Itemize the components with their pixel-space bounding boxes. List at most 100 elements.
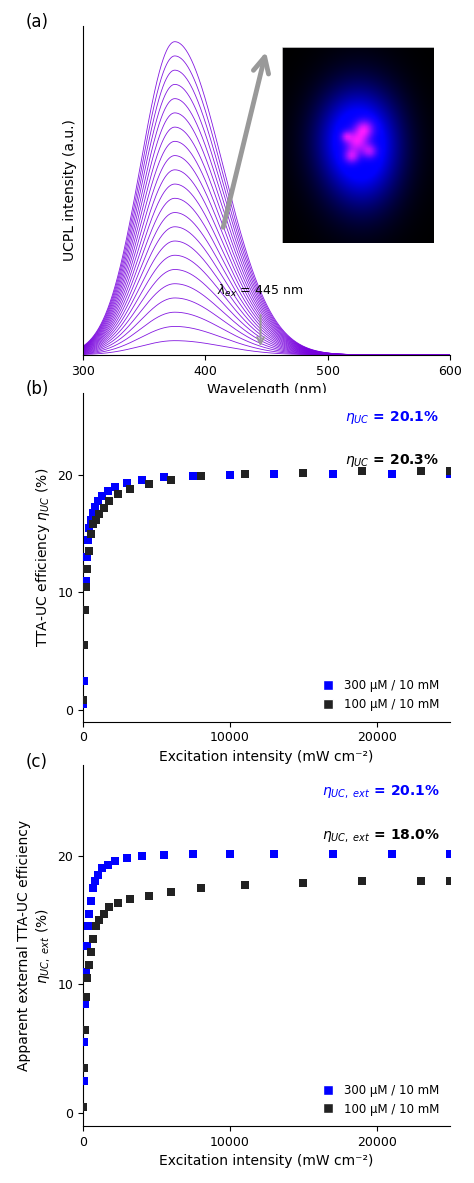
Point (189, 466, 197, 485)
Point (83, 548, 91, 567)
Point (81, 601, 89, 620)
Point (95, 504, 103, 523)
Point (84, 917, 91, 936)
Point (83, 969, 91, 988)
Point (358, 872, 366, 891)
Point (111, 852, 119, 871)
Point (91, 872, 99, 891)
X-axis label: Excitation intensity (mW cm⁻²): Excitation intensity (mW cm⁻²) (159, 1155, 374, 1169)
Point (111, 477, 119, 496)
Point (145, 474, 153, 493)
Point (226, 845, 234, 864)
Point (329, 845, 337, 864)
Y-axis label: Apparent external TTA-UC efficiency
$\eta_{UC,\ ext}$ (%): Apparent external TTA-UC efficiency $\et… (17, 820, 52, 1072)
Point (91, 497, 99, 516)
Point (447, 465, 454, 484)
Point (95, 911, 103, 930)
Point (358, 463, 366, 481)
Point (81, 601, 89, 620)
Point (189, 845, 197, 864)
Point (87, 943, 95, 962)
Point (80, 635, 88, 654)
Point (92, 917, 100, 936)
X-axis label: Excitation intensity (mW cm⁻²): Excitation intensity (mW cm⁻²) (159, 750, 374, 764)
Point (123, 473, 131, 492)
Point (114, 894, 122, 913)
Point (241, 465, 248, 484)
Point (167, 883, 175, 901)
Point (123, 848, 131, 867)
Point (90, 930, 97, 949)
Point (80, 691, 87, 710)
Point (98, 486, 106, 505)
Legend: 300 μM / 10 mM, 100 μM / 10 mM: 300 μM / 10 mM, 100 μM / 10 mM (311, 1079, 445, 1120)
Point (197, 466, 204, 485)
Point (85, 904, 93, 923)
Point (388, 845, 395, 864)
Point (100, 498, 107, 517)
Point (85, 956, 93, 975)
Point (100, 904, 107, 923)
Point (160, 846, 168, 865)
Point (94, 866, 101, 885)
Text: $\eta_{UC,\ ext}$ = 20.1%: $\eta_{UC,\ ext}$ = 20.1% (321, 783, 439, 801)
Point (167, 470, 175, 489)
Point (81, 1020, 89, 1039)
Text: (c): (c) (26, 752, 48, 771)
Point (80, 671, 88, 690)
Point (388, 465, 395, 484)
Point (417, 463, 425, 481)
Point (83, 560, 91, 578)
Point (447, 845, 454, 864)
Point (98, 859, 106, 878)
Point (417, 872, 425, 891)
Point (138, 846, 146, 865)
Text: $\eta_{UC,\ ext}$ = 18.0%: $\eta_{UC,\ ext}$ = 18.0% (321, 827, 439, 843)
Point (106, 491, 113, 510)
Point (80, 694, 87, 713)
Point (104, 855, 112, 874)
Point (270, 465, 278, 484)
Point (87, 510, 94, 529)
Point (80, 1098, 87, 1117)
Point (85, 542, 93, 561)
Point (447, 872, 454, 891)
Point (82, 962, 90, 981)
Point (114, 484, 122, 503)
Point (89, 878, 96, 897)
Point (241, 875, 248, 894)
Text: $\eta_{UC}$ = 20.3%: $\eta_{UC}$ = 20.3% (345, 452, 439, 468)
Point (82, 577, 90, 596)
Point (329, 465, 337, 484)
Point (197, 878, 204, 897)
Point (138, 470, 146, 489)
Point (300, 464, 307, 483)
Point (80, 1098, 87, 1117)
Text: (b): (b) (26, 380, 49, 397)
Point (89, 503, 96, 522)
Legend: 300 μM / 10 mM, 100 μM / 10 mM: 300 μM / 10 mM, 100 μM / 10 mM (311, 674, 445, 716)
Point (160, 467, 168, 486)
Y-axis label: TTA-UC efficiency $\eta_{UC}$ (%): TTA-UC efficiency $\eta_{UC}$ (%) (34, 467, 52, 647)
Point (83, 937, 91, 956)
Point (81, 635, 88, 654)
Point (82, 988, 90, 1007)
Point (447, 463, 454, 481)
Point (80, 1059, 88, 1078)
Point (226, 466, 234, 485)
Point (82, 571, 90, 590)
Point (104, 481, 112, 500)
Point (126, 890, 134, 909)
Point (106, 898, 113, 917)
Point (81, 995, 89, 1014)
Point (81, 1033, 88, 1052)
Point (94, 491, 101, 510)
X-axis label: Wavelength (nm): Wavelength (nm) (207, 383, 327, 397)
Text: $\eta_{UC}$ = 20.1%: $\eta_{UC}$ = 20.1% (345, 409, 439, 426)
Point (85, 518, 93, 537)
Point (270, 845, 278, 864)
Point (145, 886, 153, 905)
Point (80, 1072, 88, 1091)
Point (92, 510, 100, 529)
Text: (a): (a) (26, 13, 49, 31)
